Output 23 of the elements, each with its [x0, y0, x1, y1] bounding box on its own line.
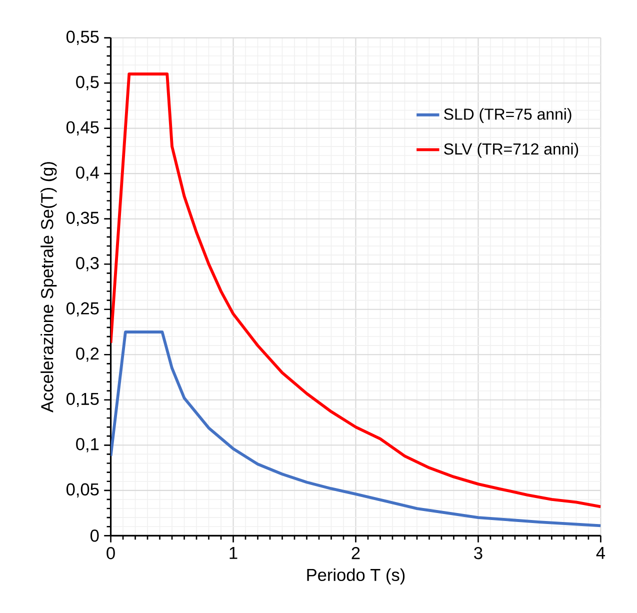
- line-series: [110, 330, 601, 528]
- y-tick-label: 0,35: [66, 212, 99, 226]
- y-axis-title: Accelerazione Spetrale Se(T) (g): [40, 162, 57, 412]
- y-tick-label: 0: [90, 529, 99, 542]
- x-tick-label: 2: [352, 546, 360, 559]
- y-tick-label: 0,55: [66, 30, 99, 45]
- y-tick-label: 0,4: [76, 166, 99, 181]
- x-tick-label: 3: [474, 546, 482, 560]
- legend-label: SLD (TR=75 anni): [444, 108, 572, 123]
- y-tick-label: 0,2: [76, 347, 99, 362]
- x-tick-label: 4: [596, 546, 606, 559]
- y-tick-label: 0,3: [76, 256, 99, 272]
- legend-label: SLV (TR=712 anni): [444, 142, 578, 158]
- line-series: [110, 72, 601, 508]
- y-tick-label: 0,1: [76, 438, 99, 452]
- x-tick-label: 1: [230, 546, 238, 559]
- y-tick-label: 0,45: [66, 121, 99, 136]
- x-tick-label: 0: [106, 546, 115, 560]
- x-axis-title: Periodo T (s): [307, 568, 405, 584]
- y-tick-label: 0,5: [76, 76, 99, 90]
- y-tick-label: 0,15: [66, 392, 99, 407]
- y-tick-label: 0,25: [66, 302, 99, 316]
- y-tick-label: 0,05: [66, 483, 99, 498]
